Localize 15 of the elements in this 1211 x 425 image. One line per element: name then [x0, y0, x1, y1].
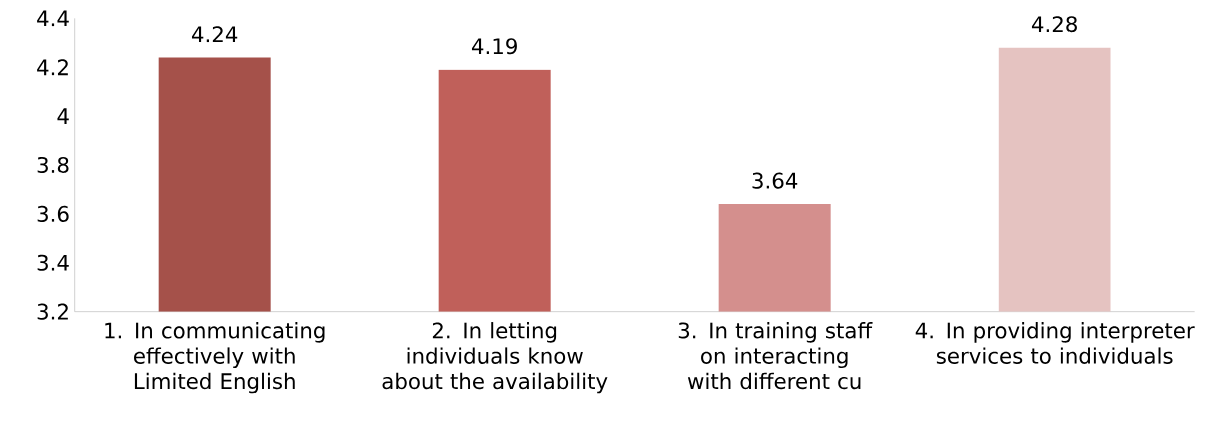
x-tick-label: 4. In providing interpreter services to individuals: [915, 322, 1195, 364]
x-tick-label: 1. In communicating effectively with Limited English: [105, 322, 325, 394]
y-tick-label: 3.8: [37, 156, 69, 174]
y-tick-label: 3.6: [37, 205, 69, 222]
y-tick-label: 4: [57, 108, 69, 124]
x-tick-label: 2. In letting individuals know about the availability: [382, 322, 608, 394]
data-label: 4.24: [191, 26, 238, 43]
y-tick-label: 4.2: [37, 59, 68, 76]
x-tick-label: 3. In training staff on interacting with different cu: [678, 322, 873, 390]
data-label: 4.28: [1031, 16, 1077, 33]
data-label: 3.64: [752, 172, 798, 189]
y-tick-label: 3.4: [37, 254, 69, 271]
y-tick-label: 4.4: [37, 10, 69, 27]
data-label: 4.19: [471, 38, 517, 55]
y-tick-label: 3.2: [37, 303, 68, 320]
